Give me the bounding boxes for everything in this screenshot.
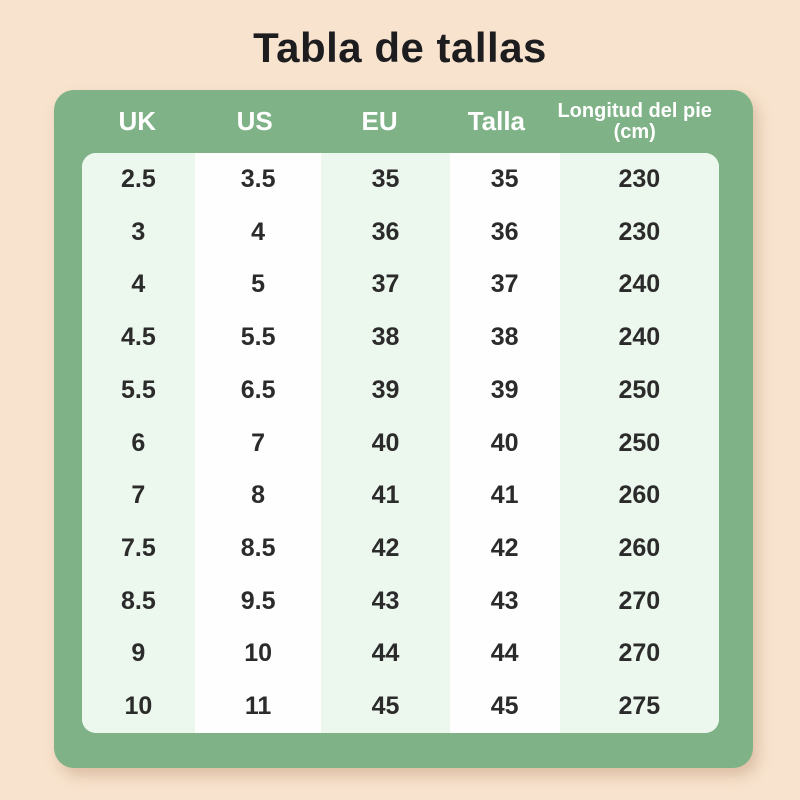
table-cell: 275 [559,680,719,733]
table-cell: 270 [559,627,719,681]
table-cell: 39 [449,363,560,417]
column-header-us: US [236,105,273,136]
table-cell: 37 [449,258,560,312]
table-cell: 9 [82,627,195,681]
table-cell: 6.5 [194,363,322,417]
table-row: 7.5 8.5 42 42 260 [82,522,719,575]
table-row: 7 8 41 41 260 [82,469,719,523]
table-cell: 3 [82,205,195,259]
table-cell: 42 [449,522,560,575]
table-cell: 2.5 [82,153,195,206]
table-row: 10 11 45 45 275 [82,680,719,733]
table-cell: 37 [321,258,450,312]
table-cell: 43 [321,574,450,628]
table-cell: 5.5 [194,311,322,364]
table-cell: 41 [321,469,450,523]
table-cell: 230 [559,205,719,259]
table-cell: 270 [559,574,719,628]
table-row: 4 5 37 37 240 [82,258,719,312]
table-cell: 40 [449,416,560,470]
table-cell: 44 [449,627,560,681]
table-cell: 40 [321,416,450,470]
page-title: Tabla de tallas [253,24,547,71]
table-cell: 39 [321,363,450,417]
table-cell: 10 [82,680,195,733]
table-cell: 3.5 [194,153,322,206]
table-cell: 7.5 [82,522,195,575]
table-row: 4.5 5.5 38 38 240 [82,311,719,364]
table-cell: 10 [194,627,322,681]
table-cell: 7 [82,469,195,523]
table-cell: 8.5 [82,574,195,628]
table-cell: 5.5 [82,363,195,417]
table-cell: 36 [449,205,560,259]
table-cell: 250 [559,416,719,470]
table-cell: 4 [194,205,322,259]
table-cell: 38 [321,311,450,364]
table-cell: 230 [559,153,719,206]
table-cell: 42 [321,522,450,575]
table-cell: 4.5 [82,311,195,364]
table-cell: 35 [449,153,560,206]
table-cell: 260 [559,522,719,575]
table-cell: 11 [194,680,322,733]
table-cell: 7 [194,416,322,470]
table-row: 9 10 44 44 270 [82,627,719,681]
table-row: 2.5 3.5 35 35 230 [82,153,719,206]
table-cell: 45 [321,680,450,733]
table-cell: 44 [321,627,450,681]
table-cell: 41 [449,469,560,523]
table-cell: 45 [449,680,560,733]
table-cell: 250 [559,363,719,417]
table-row: 8.5 9.5 43 43 270 [82,574,719,628]
table-cell: 43 [449,574,560,628]
table-cell: 5 [194,258,322,312]
table-cell: 8.5 [194,522,322,575]
table-row: 5.5 6.5 39 39 250 [82,363,719,417]
table-header-row: UK US EU Talla Longitud del pie (cm) [54,90,753,153]
table-cell: 4 [82,258,195,312]
table-cell: 6 [82,416,195,470]
size-table-body: 2.5 3.5 35 35 230 3 4 36 36 230 4 5 37 37 240 4.5 5.5 38 3… [82,153,719,733]
size-chart-card: UK US EU Talla Longitud del pie (cm) 2.5… [54,90,753,768]
table-cell: 38 [449,311,560,364]
column-header-eu: EU [361,105,398,136]
column-header-talla: Talla [467,105,526,136]
table-row: 3 4 36 36 230 [82,205,719,259]
table-cell: 35 [321,153,450,206]
table-cell: 260 [559,469,719,523]
table-cell: 240 [559,258,719,312]
column-header-foot-length: Longitud del pie (cm) [557,99,712,143]
table-row: 6 7 40 40 250 [82,416,719,470]
table-cell: 240 [559,311,719,364]
table-cell: 9.5 [194,574,322,628]
column-header-uk: UK [118,105,157,136]
table-cell: 36 [321,205,450,259]
table-cell: 8 [194,469,322,523]
